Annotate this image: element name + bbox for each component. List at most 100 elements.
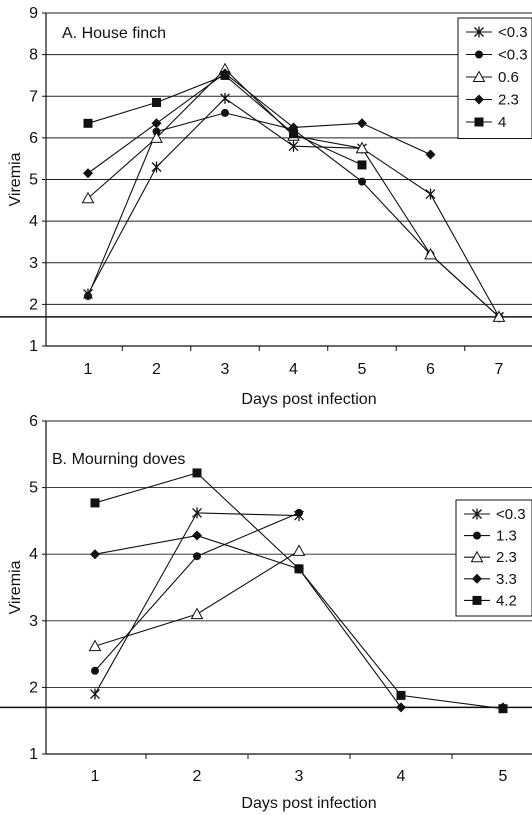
y-axis-label: Viremia — [7, 560, 24, 614]
data-point — [220, 70, 230, 80]
data-point — [192, 468, 202, 478]
y-tick-label: 4 — [29, 546, 38, 563]
legend-label: <0.3 — [498, 24, 528, 41]
data-point — [355, 141, 369, 154]
y-tick-label: 1 — [29, 746, 38, 763]
legend-label: 3.3 — [496, 571, 517, 588]
y-tick-label: 2 — [29, 679, 38, 696]
data-point — [294, 564, 304, 574]
y-tick-label: 8 — [29, 47, 38, 64]
data-point — [83, 118, 93, 128]
x-axis-label: Days post infection — [241, 391, 376, 408]
series-1 — [83, 92, 504, 323]
data-point — [192, 507, 202, 519]
legend-marker — [472, 595, 482, 605]
data-point — [90, 498, 100, 508]
data-point — [88, 639, 102, 652]
data-point — [84, 292, 92, 301]
x-tick-label: 5 — [499, 768, 508, 785]
data-point — [152, 97, 161, 107]
series-line — [94, 472, 504, 710]
legend-label: <0.3 — [498, 47, 528, 64]
legend-marker — [472, 508, 482, 520]
y-axis-label: Viremia — [7, 152, 24, 206]
data-point — [91, 666, 99, 675]
legend-marker — [474, 26, 484, 38]
y-tick-label: 5 — [29, 480, 38, 497]
y-tick-label: 4 — [29, 213, 38, 230]
legend-marker — [472, 70, 486, 82]
y-tick-label: 6 — [29, 130, 38, 147]
legend-marker — [470, 550, 484, 563]
x-tick-label: 4 — [289, 361, 298, 378]
data-point — [396, 702, 406, 713]
data-point — [295, 508, 303, 517]
legend-label: <0.3 — [496, 506, 526, 523]
data-point — [90, 688, 100, 700]
legend-marker — [473, 531, 481, 540]
data-point — [220, 92, 230, 104]
legend-label: 4 — [498, 114, 506, 131]
data-point — [192, 530, 202, 541]
x-tick-label: 2 — [193, 768, 202, 785]
series-3 — [81, 62, 506, 322]
series-2 — [91, 508, 303, 675]
panel-a-house-finch: 1 2 3 4 5 6 7 8 9 1 2 3 4 5 6 7 Days post infection Virem… — [0, 5, 532, 408]
data-point — [357, 118, 367, 129]
data-point — [425, 188, 436, 200]
data-point — [358, 177, 366, 186]
data-point — [151, 161, 162, 173]
panel-title: A. House finch — [62, 25, 166, 42]
y-tick-label: 9 — [29, 5, 38, 22]
legend-box — [457, 17, 532, 139]
data-point — [221, 108, 229, 117]
legend-marker — [474, 94, 484, 105]
x-tick-label: 6 — [426, 361, 435, 378]
y-tick-label: 2 — [29, 296, 38, 313]
data-point — [492, 310, 506, 322]
legend-label: 1.3 — [496, 528, 517, 545]
data-point — [83, 168, 93, 179]
legend: <0.3 <0.3 0.6 2.3 4 — [457, 17, 532, 139]
legend-marker — [475, 50, 483, 59]
data-point — [424, 247, 437, 260]
series-line — [94, 534, 503, 708]
x-tick-label: 4 — [397, 768, 406, 785]
series-line — [87, 72, 431, 174]
x-tick-label: 3 — [295, 768, 304, 785]
panel-title: B. Mourning doves — [52, 451, 185, 468]
legend-label: 0.6 — [498, 69, 519, 86]
series-line — [94, 550, 300, 647]
data-point — [292, 544, 306, 556]
legend-label: 2.3 — [498, 92, 519, 109]
legend-marker — [474, 117, 484, 127]
data-point — [396, 690, 406, 700]
data-point — [425, 149, 436, 160]
data-point — [150, 131, 163, 143]
y-tick-label: 7 — [29, 88, 38, 105]
legend-label: 2.3 — [496, 549, 517, 566]
series-5 — [90, 468, 508, 714]
x-tick-label: 7 — [495, 361, 504, 378]
data-point — [81, 191, 95, 204]
series-line — [87, 68, 500, 318]
data-point — [151, 118, 162, 129]
data-point — [357, 160, 367, 170]
legend-marker — [472, 573, 482, 584]
data-point — [193, 552, 201, 561]
data-point — [190, 607, 204, 620]
series-4 — [90, 530, 508, 713]
x-tick-label: 3 — [221, 361, 230, 378]
y-tick-label: 3 — [29, 613, 38, 630]
legend-label: 4.2 — [496, 592, 517, 609]
data-point — [90, 549, 100, 560]
series-3 — [88, 544, 306, 652]
series-5 — [83, 70, 367, 170]
x-axis-label: Days post infection — [241, 795, 376, 812]
y-tick-label: 1 — [29, 338, 38, 355]
y-tick-label: 5 — [29, 172, 38, 189]
series-line — [87, 74, 363, 166]
panel-b-mourning-doves: 1 2 3 4 5 6 1 2 3 4 5 Days post infection Viremia B. … — [0, 413, 532, 812]
legend-box — [455, 499, 532, 617]
x-tick-label: 1 — [84, 361, 93, 378]
